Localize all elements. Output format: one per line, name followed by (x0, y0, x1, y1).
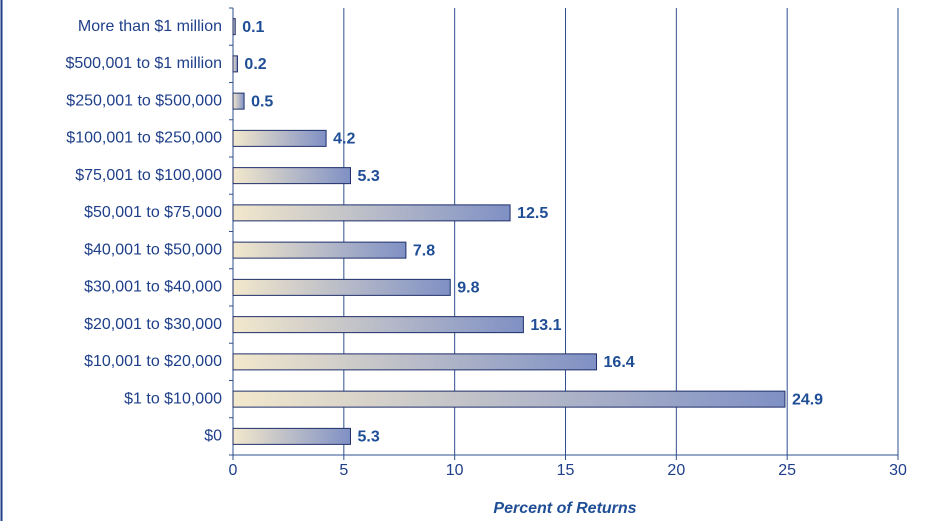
bar (232, 18, 236, 36)
x-tick-label: 15 (557, 462, 575, 479)
bar (232, 167, 351, 185)
value-label: 4.2 (333, 131, 355, 148)
value-label: 0.2 (244, 56, 266, 73)
x-tick-label: 30 (889, 462, 907, 479)
bar (232, 204, 511, 222)
bar (232, 390, 786, 408)
bar (232, 55, 238, 73)
value-label: 16.4 (604, 354, 635, 371)
value-label: 0.1 (242, 19, 264, 36)
bar (232, 129, 327, 147)
y-tick-label: $10,001 to $20,000 (84, 353, 222, 370)
bar (232, 353, 598, 371)
x-tick-label: 25 (778, 462, 796, 479)
y-tick-label: $30,001 to $40,000 (84, 279, 222, 296)
bar (232, 241, 407, 259)
value-label: 5.3 (357, 168, 379, 185)
y-tick-label: $1 to $10,000 (124, 390, 222, 407)
value-label: 12.5 (517, 205, 548, 222)
value-label: 5.3 (357, 429, 379, 446)
y-tick-label: $50,001 to $75,000 (84, 204, 222, 221)
value-label: 24.9 (792, 391, 823, 408)
y-tick-label: $100,001 to $250,000 (66, 130, 222, 147)
x-axis-label: Percent of Returns (493, 500, 636, 517)
y-tick-label: $75,001 to $100,000 (75, 167, 222, 184)
y-tick-label: $250,001 to $500,000 (66, 92, 222, 109)
bar (232, 278, 451, 296)
x-tick-label: 20 (667, 462, 685, 479)
value-label: 13.1 (530, 317, 561, 334)
bar (232, 316, 524, 334)
x-tick-label: 5 (339, 462, 348, 479)
value-label: 0.5 (251, 93, 273, 110)
y-tick-label: $0 (204, 428, 222, 445)
value-label: 9.8 (457, 280, 479, 297)
y-tick-label: $500,001 to $1 million (65, 55, 222, 72)
bar (232, 92, 245, 110)
value-label: 7.8 (413, 242, 435, 259)
x-tick-label: 0 (229, 462, 238, 479)
x-tick-label: 10 (446, 462, 464, 479)
bar (232, 427, 351, 445)
y-tick-label: $40,001 to $50,000 (84, 241, 222, 258)
y-tick-label: $20,001 to $30,000 (84, 316, 222, 333)
y-tick-label: More than $1 million (78, 18, 222, 35)
